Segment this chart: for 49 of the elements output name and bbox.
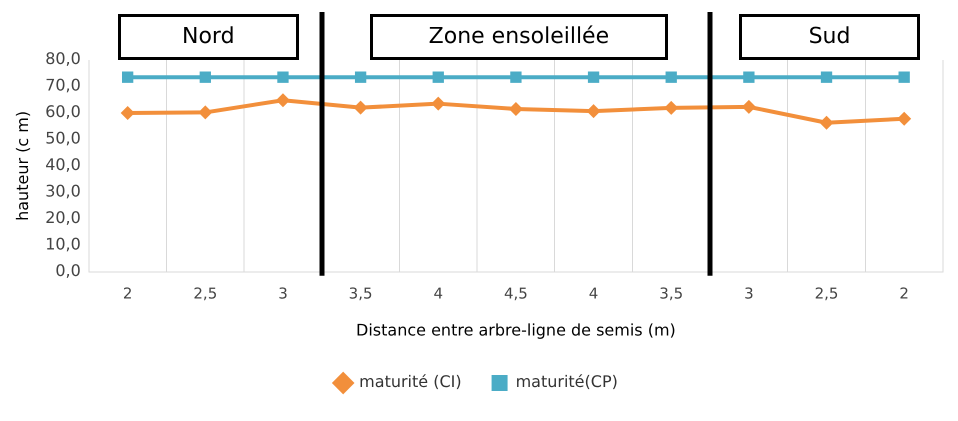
point <box>200 72 211 83</box>
point <box>122 72 134 83</box>
text: Zone ensoleillée <box>370 14 668 60</box>
y-tick-label: 30,0 <box>45 182 81 201</box>
point <box>666 72 677 83</box>
point <box>743 72 755 83</box>
x-tick-label: 3,5 <box>348 284 373 303</box>
point <box>897 112 912 126</box>
y-axis-title: hauteur (c m) <box>12 110 32 221</box>
x-tick-label: 3,5 <box>659 284 684 303</box>
y-tick-label: 80,0 <box>45 49 81 68</box>
x-tick-label: 2,5 <box>193 284 218 303</box>
point <box>431 96 446 111</box>
y-tick-label: 0,0 <box>55 260 81 280</box>
text: Sud <box>739 14 920 60</box>
y-tick-label: 60,0 <box>45 102 81 122</box>
x-tick-label: 3 <box>744 284 754 303</box>
point <box>820 72 832 83</box>
point <box>588 72 600 83</box>
point <box>354 100 368 115</box>
point <box>277 72 289 83</box>
point <box>742 100 756 114</box>
point <box>898 72 910 83</box>
y-tick-label: 40,0 <box>45 155 81 174</box>
point <box>820 116 834 130</box>
y-tick-label: 20,0 <box>45 208 81 228</box>
x-tick-label: 3 <box>278 284 288 303</box>
x-tick-label: 4,5 <box>504 284 528 303</box>
x-tick-label: 2,5 <box>814 284 838 303</box>
point <box>510 72 522 83</box>
point <box>664 100 678 115</box>
x-tick-label: 2 <box>899 284 909 303</box>
x-axis-title: Distance entre arbre-ligne de semis (m) <box>356 320 676 340</box>
point <box>586 104 601 118</box>
x-tick-label: 4 <box>433 284 444 303</box>
point <box>354 72 366 83</box>
point <box>120 106 135 120</box>
legend-label: maturité (CI) <box>359 372 462 392</box>
y-tick-label: 70,0 <box>45 76 81 95</box>
point <box>198 105 212 120</box>
point <box>432 72 444 83</box>
text: Nord <box>118 14 299 60</box>
legend-label: maturité(CP) <box>516 372 618 392</box>
point <box>276 93 290 108</box>
point <box>508 102 523 116</box>
y-tick-label: 10,0 <box>45 234 81 254</box>
x-tick-label: 4 <box>588 284 598 303</box>
x-tick-label: 2 <box>122 284 132 303</box>
y-tick-label: 50,0 <box>45 128 81 148</box>
